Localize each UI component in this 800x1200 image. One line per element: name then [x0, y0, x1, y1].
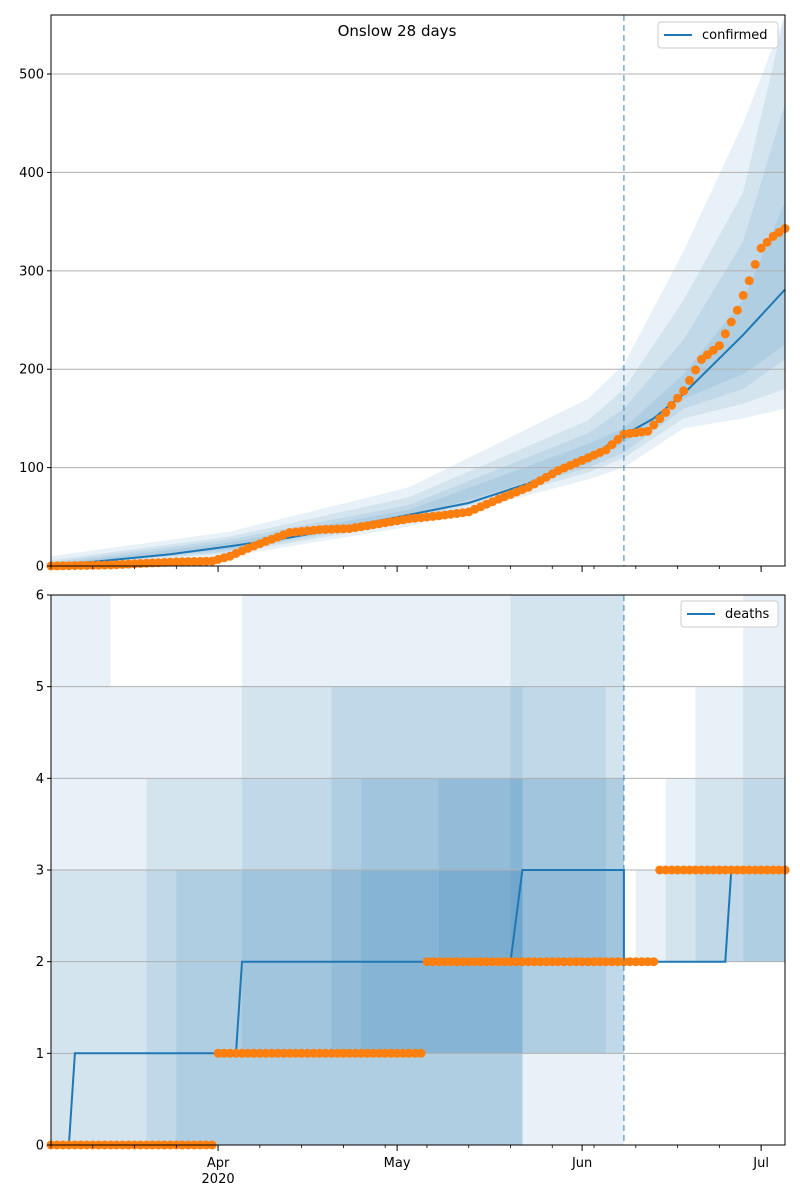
observed-point: [732, 305, 742, 315]
y-tick-label: 1: [36, 1047, 44, 1062]
observed-point: [643, 426, 653, 436]
uncertainty-band: [51, 15, 785, 566]
observed-point: [655, 414, 665, 424]
uncertainty-band: [176, 870, 523, 1145]
y-tick-label: 3: [36, 864, 44, 879]
observed-point: [673, 393, 683, 403]
x-tick-label: Jun: [571, 1156, 592, 1171]
confirmed-model-line: [50, 288, 786, 567]
y-tick-label: 2: [36, 955, 44, 970]
observed-point: [691, 365, 700, 375]
y-tick-label: 200: [19, 363, 44, 378]
observed-point: [762, 237, 772, 247]
x-year-label: 2020: [202, 1172, 235, 1187]
legend-label-confirmed: confirmed: [702, 28, 768, 43]
x-tick-label: Apr: [207, 1156, 230, 1171]
uncertainty-band: [242, 595, 624, 1054]
observed-point: [649, 420, 659, 430]
deaths-uncertainty-bands: [51, 595, 785, 1145]
observed-point: [750, 259, 760, 269]
observed-point: [416, 1048, 426, 1058]
deaths-y-axis: 0 1 2 3 4 5 6: [36, 589, 51, 1154]
confirmed-axes-frame: [50, 14, 786, 567]
observed-point: [679, 386, 689, 396]
confirmed-observed-points: [46, 224, 790, 571]
uncertainty-band: [110, 686, 523, 1145]
observed-point: [607, 440, 617, 450]
observed-point: [744, 276, 754, 286]
y-tick-label: 6: [36, 589, 44, 604]
y-tick-label: 500: [19, 68, 44, 83]
observed-point: [667, 400, 677, 410]
x-tick-label: May: [384, 1156, 411, 1171]
uncertainty-band: [51, 15, 785, 566]
observed-point: [726, 317, 736, 327]
model-line-deaths: [51, 869, 785, 1146]
uncertainty-band: [695, 686, 785, 962]
y-tick-label: 0: [36, 560, 44, 575]
observed-point: [738, 290, 748, 300]
x-tick-label: Jul: [752, 1156, 769, 1171]
legend-box: [657, 21, 779, 49]
observed-point: [685, 375, 694, 385]
confirmed-y-axis: 0 100 200 300 400 500: [19, 68, 51, 575]
deaths-observed-points: [46, 865, 790, 1150]
uncertainty-band: [361, 778, 624, 1054]
chart-title: Onslow 28 days: [338, 22, 457, 40]
y-tick-label: 100: [19, 461, 44, 476]
observed-point: [649, 957, 659, 967]
observed-point: [720, 329, 730, 339]
legend-label-deaths: deaths: [725, 607, 770, 622]
observed-point: [601, 445, 611, 455]
observed-point: [613, 434, 623, 444]
confirmed-panel: 0 100 200 300 400 500 Onslow 28 days confirme…: [19, 14, 790, 575]
y-tick-label: 4: [36, 772, 44, 787]
confirmed-gridlines: [51, 73, 785, 469]
y-tick-label: 0: [36, 1139, 44, 1154]
model-line-confirmed: [50, 288, 786, 567]
y-tick-label: 300: [19, 264, 44, 279]
observed-point: [661, 408, 671, 417]
y-tick-label: 400: [19, 166, 44, 181]
y-tick-label: 5: [36, 680, 44, 695]
uncertainty-band: [635, 870, 785, 962]
observed-point: [756, 243, 766, 253]
confirmed-x-axis: [50, 566, 762, 572]
legend-box: [680, 600, 779, 628]
deaths-model-line: [51, 869, 785, 1146]
confirmed-plot-area: [51, 15, 785, 566]
uncertainty-band: [51, 870, 624, 1145]
observed-point: [714, 341, 724, 351]
deaths-legend: deaths: [680, 600, 779, 628]
confirmed-legend: confirmed: [657, 21, 779, 49]
